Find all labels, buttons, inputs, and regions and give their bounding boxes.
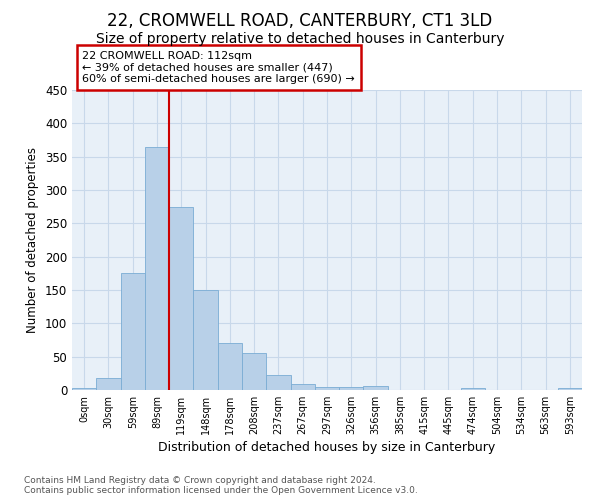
Text: 22 CROMWELL ROAD: 112sqm
← 39% of detached houses are smaller (447)
60% of semi-: 22 CROMWELL ROAD: 112sqm ← 39% of detach… <box>82 51 355 84</box>
Y-axis label: Number of detached properties: Number of detached properties <box>26 147 40 333</box>
Bar <box>315 386 339 390</box>
Bar <box>218 344 242 390</box>
Bar <box>193 290 218 390</box>
Bar <box>290 384 315 390</box>
Bar <box>558 388 582 390</box>
Bar <box>72 388 96 390</box>
X-axis label: Distribution of detached houses by size in Canterbury: Distribution of detached houses by size … <box>158 441 496 454</box>
Bar <box>339 386 364 390</box>
Text: Size of property relative to detached houses in Canterbury: Size of property relative to detached ho… <box>96 32 504 46</box>
Bar <box>121 274 145 390</box>
Bar <box>145 146 169 390</box>
Bar <box>169 206 193 390</box>
Bar <box>364 386 388 390</box>
Bar <box>461 388 485 390</box>
Bar <box>242 354 266 390</box>
Bar <box>96 378 121 390</box>
Text: 22, CROMWELL ROAD, CANTERBURY, CT1 3LD: 22, CROMWELL ROAD, CANTERBURY, CT1 3LD <box>107 12 493 30</box>
Bar <box>266 374 290 390</box>
Text: Contains HM Land Registry data © Crown copyright and database right 2024.
Contai: Contains HM Land Registry data © Crown c… <box>24 476 418 495</box>
